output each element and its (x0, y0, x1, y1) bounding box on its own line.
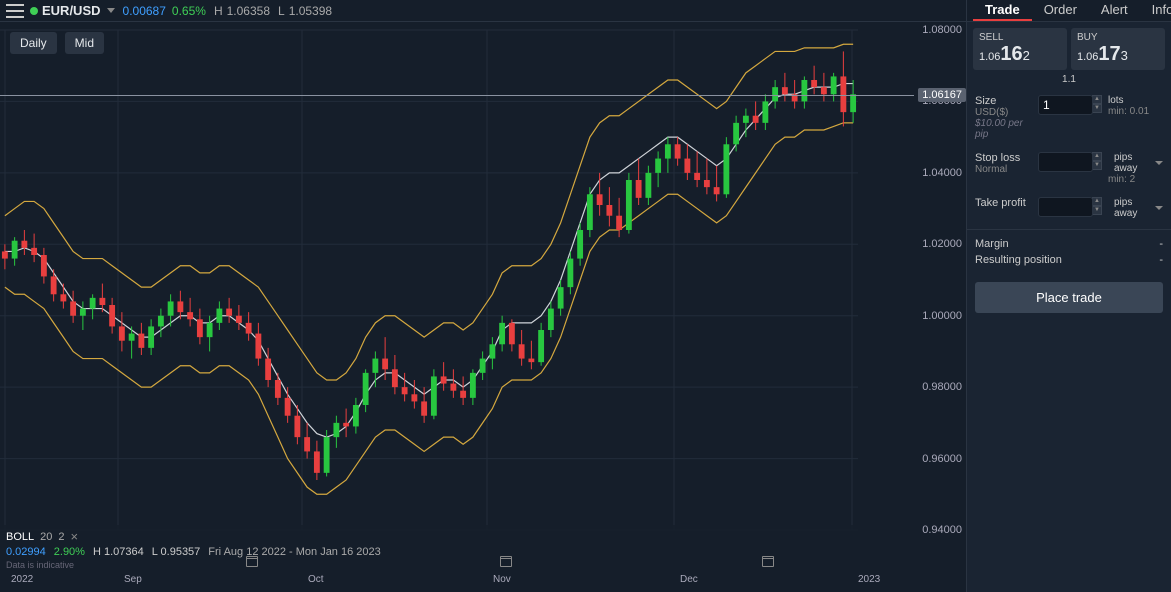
stop-units-select[interactable]: pips away (1114, 152, 1163, 174)
tp-up[interactable]: ▲ (1092, 197, 1102, 206)
stop-label: Stop loss (975, 152, 1038, 164)
tp-label: Take profit (975, 197, 1038, 209)
y-tick: 1.04000 (922, 167, 962, 179)
place-trade-button[interactable]: Place trade (975, 282, 1163, 313)
y-tick: 1.00000 (922, 310, 962, 322)
size-input[interactable] (1038, 95, 1093, 115)
symbol-dropdown-icon[interactable] (107, 8, 115, 13)
size-down[interactable]: ▼ (1092, 104, 1102, 113)
high-label: H (214, 4, 223, 18)
x-tick: 2023 (858, 574, 880, 585)
per-pip: $10.00 per pip (975, 118, 1038, 140)
current-price-tag: 1.06167 (918, 88, 966, 102)
resulting-value: - (1159, 254, 1163, 266)
stop-type: Normal (975, 164, 1038, 175)
range-change: 0.02994 (6, 546, 46, 558)
stop-down[interactable]: ▼ (1092, 161, 1102, 170)
y-tick: 0.96000 (922, 453, 962, 465)
y-tick: 0.98000 (922, 381, 962, 393)
menu-icon[interactable] (6, 4, 24, 18)
current-price-line (0, 95, 914, 96)
y-tick: 1.02000 (922, 238, 962, 250)
tp-units-select[interactable]: pips away (1114, 197, 1163, 219)
sell-button[interactable]: SELL 1.06 16 2 (973, 28, 1067, 70)
tab-trade[interactable]: Trade (973, 0, 1032, 21)
indicator-close-icon[interactable]: × (71, 529, 79, 544)
date-range: Fri Aug 12 2022 - Mon Jan 16 2023 (208, 546, 380, 558)
price-chart[interactable] (0, 22, 910, 552)
low-label: L (278, 4, 285, 18)
size-label: Size (975, 95, 1038, 107)
indicator-p1: 20 (40, 531, 52, 543)
indicator-p2: 2 (58, 531, 64, 543)
buy-button[interactable]: BUY 1.06 17 3 (1071, 28, 1165, 70)
y-tick: 1.08000 (922, 24, 962, 36)
resulting-label: Resulting position (975, 254, 1062, 266)
margin-label: Margin (975, 238, 1009, 250)
x-tick: Sep (124, 574, 142, 585)
price-type-button[interactable]: Mid (65, 32, 104, 54)
x-tick: 2022 (11, 574, 33, 585)
spread: 1.1 (967, 74, 1171, 85)
low-value: 1.05398 (289, 4, 332, 18)
calendar-icon[interactable] (762, 556, 774, 567)
x-tick: Dec (680, 574, 698, 585)
stop-up[interactable]: ▲ (1092, 152, 1102, 161)
x-tick: Nov (493, 574, 511, 585)
interval-button[interactable]: Daily (10, 32, 57, 54)
calendar-icon[interactable] (246, 556, 258, 567)
size-up[interactable]: ▲ (1092, 95, 1102, 104)
status-dot (30, 7, 38, 15)
change-value: 0.00687 (123, 4, 166, 18)
margin-value: - (1159, 238, 1163, 250)
indicator-name[interactable]: BOLL (6, 531, 34, 543)
tp-input[interactable] (1038, 197, 1093, 217)
y-tick: 0.94000 (922, 524, 962, 536)
stop-input[interactable] (1038, 152, 1093, 172)
change-pct: 0.65% (172, 4, 206, 18)
tp-down[interactable]: ▼ (1092, 206, 1102, 215)
calendar-icon[interactable] (500, 556, 512, 567)
tab-order[interactable]: Order (1032, 0, 1089, 21)
symbol[interactable]: EUR/USD (42, 3, 101, 18)
size-unit: USD($) (975, 107, 1038, 118)
tab-alert[interactable]: Alert (1089, 0, 1140, 21)
tab-info[interactable]: Info (1140, 0, 1171, 21)
x-tick: Oct (308, 574, 324, 585)
range-pct: 2.90% (54, 546, 85, 558)
high-value: 1.06358 (227, 4, 270, 18)
